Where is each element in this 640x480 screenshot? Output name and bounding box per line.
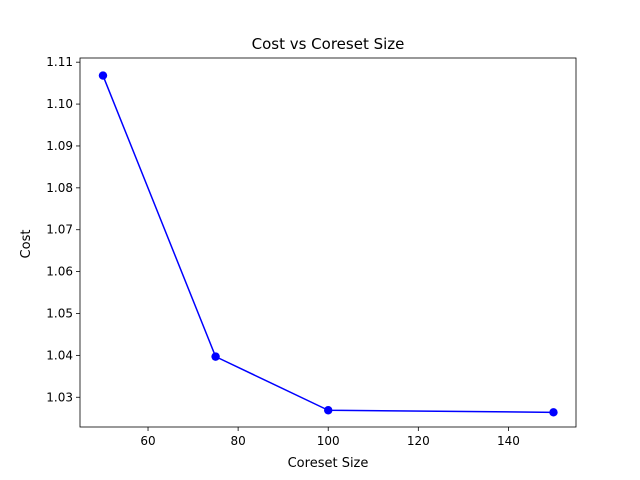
y-tick-label: 1.07 xyxy=(46,223,73,237)
x-tick-label: 120 xyxy=(407,434,430,448)
x-tick-label: 140 xyxy=(497,434,520,448)
chart-title: Cost vs Coreset Size xyxy=(252,35,405,53)
data-point xyxy=(549,408,558,417)
x-tick-label: 80 xyxy=(230,434,245,448)
y-tick-label: 1.08 xyxy=(46,181,73,195)
data-point xyxy=(211,352,220,361)
y-tick-label: 1.11 xyxy=(46,55,73,69)
axes-frame xyxy=(79,57,577,428)
y-tick-label: 1.04 xyxy=(46,348,73,362)
y-tick-label: 1.10 xyxy=(46,97,73,111)
series-line xyxy=(102,75,554,414)
x-tick-label: 100 xyxy=(317,434,340,448)
y-tick-label: 1.09 xyxy=(46,139,73,153)
y-tick-label: 1.06 xyxy=(46,265,73,279)
x-tick-label: 60 xyxy=(140,434,155,448)
x-axis-title: Coreset Size xyxy=(288,456,369,471)
y-tick-label: 1.03 xyxy=(46,390,73,404)
plot-area: 60 80 100 120 140 1.03 1.04 1.05 1.06 1.07 1.08 1.0… xyxy=(46,55,577,448)
y-axis-title: Cost xyxy=(19,230,34,259)
data-point xyxy=(98,71,108,80)
y-tick-label: 1.05 xyxy=(46,306,73,320)
data-point xyxy=(324,406,333,415)
